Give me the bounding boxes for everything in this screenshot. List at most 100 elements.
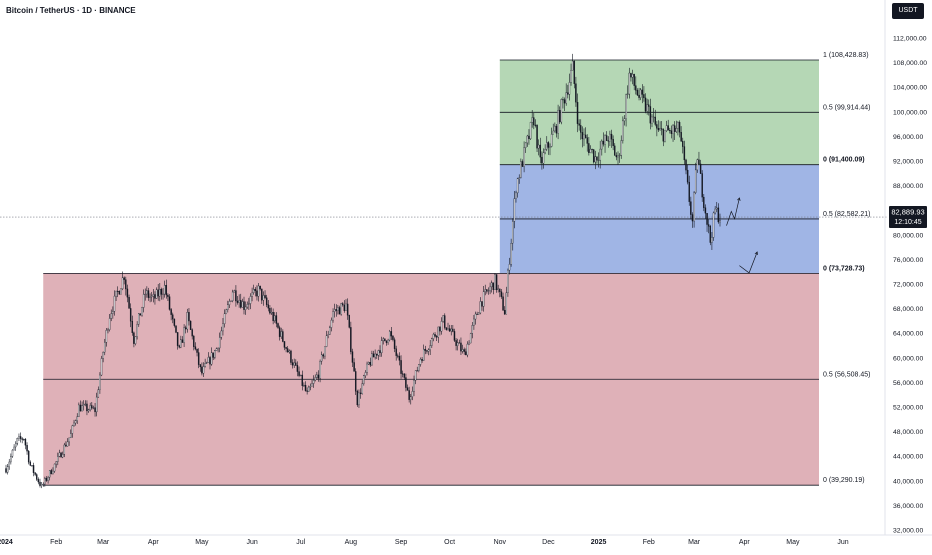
candle-body-293: [479, 301, 482, 314]
candle-body-254: [416, 370, 418, 372]
candle-body-424: [691, 214, 694, 222]
candle-218: [358, 389, 360, 409]
candle-body-376: [614, 145, 616, 156]
candle-224: [367, 361, 370, 365]
candle-body-148: [244, 306, 247, 310]
currency-button[interactable]: USDT: [892, 3, 924, 19]
x-axis[interactable]: 2024 Feb Mar Apr May Jun Jul Aug Sep Oct Nov Dec 202…: [0, 534, 932, 546]
candle-120: [199, 364, 202, 372]
candle-184: [303, 382, 305, 387]
candle-body-287: [469, 333, 472, 344]
candle-54: [92, 405, 95, 410]
candle-body-28: [50, 470, 53, 474]
candle-body-226: [371, 353, 373, 366]
level-label-4: 0 (73,728.73): [823, 265, 865, 272]
candle-body-320: [523, 147, 525, 167]
candle-body-54: [92, 407, 95, 409]
candle-body-395: [644, 97, 647, 112]
candle-body-121: [201, 366, 203, 374]
candle-375: [612, 135, 614, 151]
candle-body-234: [384, 338, 386, 341]
y-axis[interactable]: 32,000.00 36,000.00 40,000.00 44,000.00 48,0…: [884, 0, 927, 535]
candle-264: [432, 332, 435, 342]
candle-107: [178, 344, 180, 349]
candle-49: [84, 400, 87, 407]
y-tick-label-0: 32,000.00: [893, 528, 923, 535]
candle-413: [673, 121, 676, 141]
candle-body-323: [528, 135, 530, 140]
candle-body-302: [494, 274, 496, 290]
candle-body-342: [558, 110, 561, 123]
candle-392: [639, 88, 642, 101]
candle-326: [533, 113, 535, 130]
candle-body-101: [168, 296, 171, 310]
candle-3: [10, 453, 12, 465]
candle-330: [539, 137, 542, 164]
candle-body-263: [431, 338, 433, 346]
candle-body-261: [427, 349, 430, 352]
candle-body-350: [571, 60, 574, 71]
candle-63: [107, 327, 109, 334]
candle-body-372: [607, 140, 610, 142]
y-tick-label-15: 92,000.00: [893, 159, 923, 166]
x-tick-label-5: Jun: [246, 539, 257, 546]
candle-body-181: [298, 371, 300, 376]
candle-body-193: [317, 374, 320, 379]
candle-105: [175, 325, 177, 334]
candle-body-140: [231, 291, 234, 302]
candle-body-259: [424, 348, 427, 351]
candle-body-262: [429, 345, 431, 351]
candle-body-7: [16, 438, 19, 444]
candle-body-27: [48, 470, 51, 478]
candle-119: [197, 348, 200, 369]
candle-body-257: [421, 359, 423, 361]
candle-253: [414, 370, 417, 385]
candle-22: [40, 482, 43, 489]
candle-46: [79, 400, 82, 412]
candle-305: [499, 288, 501, 298]
candle-body-216: [354, 371, 357, 392]
candle-396: [646, 98, 648, 115]
candle-body-169: [278, 327, 281, 337]
candle-8: [18, 433, 20, 441]
candle-body-328: [536, 124, 538, 149]
x-tick-label-9: Oct: [444, 539, 455, 546]
candle-body-331: [541, 156, 543, 164]
candle-body-369: [602, 140, 605, 145]
candle-body-189: [311, 383, 313, 387]
candle-body-251: [411, 391, 414, 397]
candle-body-172: [283, 341, 286, 348]
candle-176: [290, 349, 292, 365]
candle-body-160: [264, 295, 266, 298]
candle-body-117: [194, 346, 197, 350]
candle-162: [267, 300, 270, 312]
levels-layer: 1 (108,428.83) 0.5 (99,914.44) 0 (91,400.0…: [0, 52, 888, 486]
candle-body-386: [630, 72, 632, 78]
candle-137: [227, 300, 229, 313]
candle-14: [27, 450, 30, 465]
candle-65: [110, 309, 112, 322]
candle-body-153: [252, 289, 255, 294]
candle-169: [278, 325, 281, 341]
candle-436: [711, 231, 713, 250]
zones-layer: [43, 59, 819, 486]
candle-body-354: [578, 123, 580, 126]
candle-244: [400, 355, 402, 379]
candle-23: [42, 482, 44, 487]
x-tick-label-3: Apr: [148, 539, 160, 546]
candle-body-269: [440, 321, 443, 332]
candle-body-374: [610, 133, 613, 140]
candle-body-192: [316, 374, 318, 378]
candle-body-221: [363, 375, 365, 384]
candle-359: [586, 134, 588, 152]
candle-159: [262, 291, 265, 306]
candle-220: [361, 380, 363, 395]
candle-320: [523, 141, 525, 173]
candle-308: [503, 306, 506, 315]
candle-body-337: [550, 134, 553, 147]
candle-136: [225, 308, 227, 315]
candle-body-276: [452, 328, 454, 332]
candle-body-266: [435, 336, 438, 338]
